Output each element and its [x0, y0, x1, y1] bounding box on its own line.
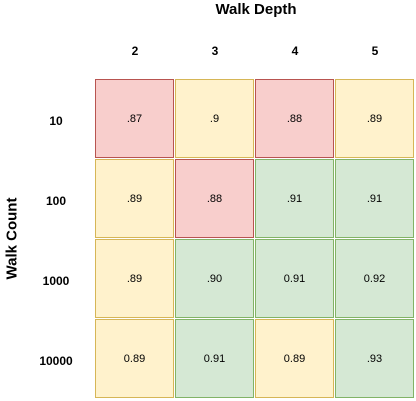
heatmap-cell: 0.92 — [335, 239, 414, 318]
heatmap-cell: .91 — [255, 159, 334, 238]
heatmap-cell: .89 — [335, 79, 414, 158]
column-label-walk-depth-4: 4 — [291, 44, 299, 58]
cell-value: .88 — [206, 192, 223, 205]
heatmap-cell: .89 — [95, 159, 174, 238]
cell-value: .88 — [286, 112, 303, 125]
cell-value: .93 — [366, 352, 383, 365]
column-label-walk-depth-2: 2 — [131, 44, 139, 58]
cell-value: 0.92 — [363, 272, 386, 285]
heatmap-cell: .9 — [175, 79, 254, 158]
cell-value: .89 — [366, 112, 383, 125]
cell-value: .87 — [126, 112, 143, 125]
column-label-walk-depth-3: 3 — [211, 44, 219, 58]
column-label-walk-depth-5: 5 — [371, 44, 379, 58]
cell-value: .90 — [206, 272, 223, 285]
heatmap-cell: 0.91 — [255, 239, 334, 318]
cell-value: .89 — [126, 192, 143, 205]
heatmap-cell: .91 — [335, 159, 414, 238]
row-label-walk-count-100: 100 — [45, 194, 67, 208]
heatmap-cell: .93 — [335, 319, 414, 398]
heatmap-cell: 0.91 — [175, 319, 254, 398]
cell-value: 0.89 — [283, 352, 306, 365]
cell-value: 0.91 — [203, 352, 226, 365]
cell-value: .91 — [286, 192, 303, 205]
y-axis-title: Walk Count — [3, 197, 21, 280]
cell-value: .9 — [209, 112, 220, 125]
heatmap-cell: .89 — [95, 239, 174, 318]
heatmap-cell: .88 — [175, 159, 254, 238]
row-label-walk-count-1000: 1000 — [42, 274, 70, 288]
heatmap-cell: .88 — [255, 79, 334, 158]
row-label-walk-count-10: 10 — [49, 114, 63, 128]
cell-value: 0.91 — [283, 272, 306, 285]
cell-value: .91 — [366, 192, 383, 205]
heatmap-cell: .90 — [175, 239, 254, 318]
cell-value: 0.89 — [123, 352, 146, 365]
heatmap-cell: .87 — [95, 79, 174, 158]
x-axis-title: Walk Depth — [215, 1, 297, 18]
heatmap-cell: 0.89 — [95, 319, 174, 398]
cell-value: .89 — [126, 272, 143, 285]
heatmap-cell: 0.89 — [255, 319, 334, 398]
row-label-walk-count-10000: 10000 — [39, 354, 73, 368]
